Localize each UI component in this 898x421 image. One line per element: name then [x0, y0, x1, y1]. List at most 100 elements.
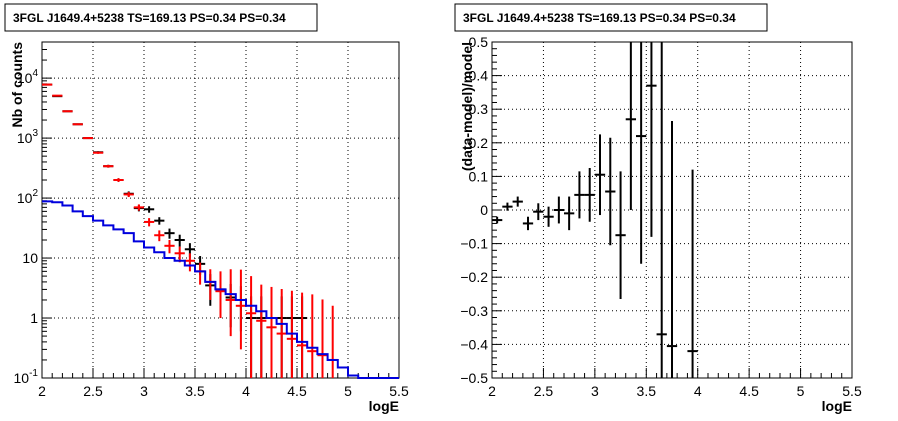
y-axis: [42, 41, 52, 379]
chart-title: 3FGL J1649.4+5238 TS=169.13 PS=0.34 PS=0…: [13, 11, 286, 25]
y-tick-label: −0.3: [460, 303, 488, 319]
y-tick-label: −0.5: [460, 370, 488, 386]
x-tick-label: 3.5: [185, 383, 205, 399]
data-point: [492, 216, 503, 224]
y-tick-label: 0.5: [469, 34, 489, 50]
data-point: [564, 196, 575, 231]
x-axis-label: logE: [369, 398, 399, 414]
data-point: [144, 218, 155, 227]
series-1: [42, 83, 308, 378]
x-tick-label: 5: [797, 383, 805, 399]
x-axis-label: logE: [822, 398, 852, 414]
title-frame: [454, 3, 768, 32]
chart-title-box: 3FGL J1649.4+5238 TS=169.13 PS=0.34 PS=0…: [4, 3, 318, 32]
data-point: [195, 262, 206, 285]
x-tick-label: 2.5: [534, 383, 554, 399]
x-tick-label: 5: [344, 383, 352, 399]
residuals-panel: 3FGL J1649.4+5238 TS=169.13 PS=0.34 PS=0…: [454, 3, 862, 414]
x-tick-label: 3: [140, 383, 148, 399]
chart-title-box: 3FGL J1649.4+5238 TS=169.13 PS=0.34 PS=0…: [454, 3, 768, 32]
data-point: [174, 246, 185, 263]
data-point: [42, 83, 53, 86]
data-point: [297, 292, 308, 378]
counts-panel: 3FGL J1649.4+5238 TS=169.13 PS=0.34 PS=0…: [4, 3, 409, 414]
series-1: [492, 42, 698, 378]
grid: [42, 42, 399, 378]
x-tick-label: 4.5: [739, 383, 759, 399]
data-point: [584, 168, 595, 222]
data-point: [215, 271, 226, 319]
data-point: [594, 134, 606, 216]
data-point: [123, 192, 134, 198]
x-axis: [41, 368, 400, 378]
x-tick-label: 2: [488, 383, 496, 399]
data-point: [144, 206, 155, 213]
data-point: [276, 288, 287, 378]
data-point: [113, 178, 124, 182]
title-frame: [4, 3, 318, 32]
y-tick-label: 0.4: [469, 68, 489, 84]
data-point: [62, 110, 73, 113]
data-point: [225, 269, 236, 337]
data-point: [52, 94, 63, 97]
data-point: [615, 171, 626, 300]
data-point: [636, 42, 647, 264]
data-point: [154, 230, 165, 242]
y-tick-label: −0.2: [460, 269, 488, 285]
y-tick-label: 102: [17, 188, 39, 206]
x-tick-label: 4: [242, 383, 250, 399]
data-point: [154, 217, 165, 225]
plot-frame: [41, 41, 400, 379]
y-tick-label: 103: [17, 128, 39, 146]
x-axis: [491, 368, 853, 378]
data-point: [553, 196, 564, 224]
data-point: [82, 137, 93, 140]
series-2: [42, 83, 338, 378]
data-point: [646, 42, 657, 237]
y-tick-label: 0.1: [469, 168, 489, 184]
x-tick-label: 5.5: [842, 383, 862, 399]
chart-title: 3FGL J1649.4+5238 TS=169.13 PS=0.34 PS=0…: [463, 11, 736, 25]
y-axis-label: Nb of counts: [9, 42, 25, 128]
data-point: [256, 284, 267, 378]
x-tick-label: 4: [694, 383, 702, 399]
data-point: [533, 203, 544, 221]
data-point: [512, 196, 523, 207]
data-point: [656, 42, 667, 378]
data-point: [133, 204, 144, 211]
series-3: [42, 200, 399, 379]
y-tick-label: 104: [17, 68, 39, 86]
data-point: [103, 164, 114, 168]
data-point: [605, 137, 616, 246]
x-tick-label: 2: [38, 383, 46, 399]
y-axis: [492, 41, 502, 379]
x-tick-label: 3.5: [637, 383, 657, 399]
data-point: [327, 305, 338, 378]
x-tick-label: 5.5: [389, 383, 409, 399]
x-tick-label: 4.5: [287, 383, 307, 399]
data-point: [574, 171, 585, 219]
x-tick-label: 2.5: [83, 383, 103, 399]
y-tick-label: 1: [30, 310, 38, 326]
y-tick-label: 10-1: [14, 368, 39, 386]
data-point: [266, 286, 277, 378]
y-tick-label: −0.1: [460, 236, 488, 252]
data-point: [164, 239, 175, 254]
data-point: [543, 206, 554, 227]
data-point: [625, 42, 636, 210]
data-point: [184, 253, 195, 272]
data-point: [246, 276, 257, 378]
y-axis-label: (data-model)/model: [459, 42, 475, 171]
model-step-line: [42, 200, 399, 379]
data-point: [666, 120, 678, 378]
data-point: [93, 151, 104, 154]
data-point: [164, 228, 175, 239]
data-point: [317, 299, 328, 378]
data-point: [687, 169, 698, 378]
x-tick-label: 3: [591, 383, 599, 399]
y-tick-label: 0.3: [469, 101, 489, 117]
y-tick-label: 0.2: [469, 135, 489, 151]
data-point: [502, 202, 513, 211]
grid: [492, 42, 852, 378]
